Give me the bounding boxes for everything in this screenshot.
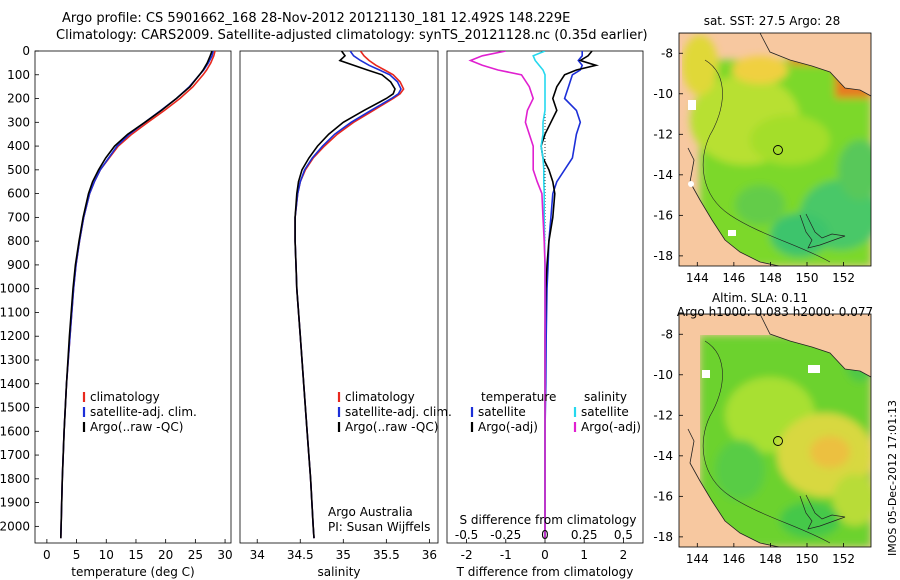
difference-legend-title-right: salinity xyxy=(584,390,627,404)
sst-map-ytick-label: -14 xyxy=(653,168,673,182)
difference-legend-t-label: Argo(-adj) xyxy=(478,420,538,434)
depth-tick-label: 1500 xyxy=(0,401,30,415)
difference-salinity-tick-label: 0.5 xyxy=(614,528,633,542)
difference-x-tick-label: 1 xyxy=(580,548,588,562)
salinity-x-tick-label: 35 xyxy=(336,548,351,562)
sla-map-ytick-label: -8 xyxy=(661,327,673,341)
temperature-x-tick-label: 5 xyxy=(73,548,81,562)
depth-tick-label: 200 xyxy=(7,92,30,106)
difference-series-0 xyxy=(544,51,584,539)
temperature-legend-label: satellite-adj. clim. xyxy=(90,405,197,419)
difference-xlabel: T difference from climatology xyxy=(456,565,634,579)
depth-tick-label: 400 xyxy=(7,139,30,153)
difference-legend-s-label: Argo(-adj) xyxy=(581,420,641,434)
salinity-x-tick-label: 35.5 xyxy=(373,548,400,562)
header-line-1: Argo profile: CS 5901662_168 28-Nov-2012… xyxy=(62,11,571,26)
depth-tick-label: 1800 xyxy=(0,472,30,486)
salinity-x-tick-label: 34.5 xyxy=(287,548,314,562)
depth-tick-label: 100 xyxy=(7,68,30,82)
sla-map-ytick-label: -14 xyxy=(653,449,673,463)
sst-map-ytick-label: -12 xyxy=(653,127,673,141)
sla-map-xtick-label: 150 xyxy=(796,552,819,566)
difference-x-tick-label: 0 xyxy=(541,548,549,562)
difference-salinity-tick-label: 0.25 xyxy=(571,528,598,542)
depth-tick-label: 2000 xyxy=(0,519,30,533)
depth-tick-label: 1300 xyxy=(0,353,30,367)
timestamp-stamp: IMOS 05-Dec-2012 17:01:13 xyxy=(886,400,899,556)
temperature-x-tick-label: 25 xyxy=(188,548,203,562)
depth-tick-label: 1000 xyxy=(0,282,30,296)
difference-series-3 xyxy=(468,51,546,539)
sst-map-xtick-label: 152 xyxy=(832,271,855,285)
depth-tick-label: 1200 xyxy=(0,329,30,343)
difference-salinity-tick-label: -0.5 xyxy=(455,528,478,542)
salinity-x-tick-label: 36 xyxy=(422,548,437,562)
sla-map-title: Altim. SLA: 0.11 xyxy=(712,291,808,305)
temperature-panel-frame xyxy=(34,50,232,544)
sst-map-title: sat. SST: 27.5 Argo: 28 xyxy=(704,14,841,28)
difference-salinity-tick-label: 0 xyxy=(541,528,549,542)
sst-map-xtick-label: 144 xyxy=(686,271,709,285)
difference-x-tick-label: -2 xyxy=(461,548,473,562)
depth-tick-label: 300 xyxy=(7,115,30,129)
difference-legend-t-label: satellite xyxy=(478,405,526,419)
difference-x-tick-label: 2 xyxy=(620,548,628,562)
sla-map-ytick-label: -18 xyxy=(653,530,673,544)
sla-map-ytick-label: -12 xyxy=(653,408,673,422)
sla-map-ytick-label: -10 xyxy=(653,368,673,382)
sst-map-xtick-label: 150 xyxy=(796,271,819,285)
temperature-x-tick-label: 15 xyxy=(128,548,143,562)
depth-tick-label: 1700 xyxy=(0,448,30,462)
temperature-x-tick-label: 30 xyxy=(217,548,232,562)
header-line-2: Climatology: CARS2009. Satellite-adjuste… xyxy=(56,28,648,43)
salinity-legend-label: Argo(..raw -QC) xyxy=(345,420,438,434)
sst-map-xtick-label: 148 xyxy=(759,271,782,285)
temperature-series-2 xyxy=(60,51,213,539)
depth-tick-label: 1100 xyxy=(0,305,30,319)
difference-legend-s-label: satellite xyxy=(581,405,629,419)
difference-legend-title-left: temperature xyxy=(481,390,556,404)
temperature-x-tick-label: 20 xyxy=(158,548,173,562)
temperature-x-tick-label: 0 xyxy=(43,548,51,562)
sla-map-subtitle: Argo h1000: 0.083 h2000: 0.077 xyxy=(677,305,873,319)
salinity-xlabel: salinity xyxy=(317,565,360,579)
depth-tick-label: 800 xyxy=(7,234,30,248)
depth-tick-label: 1400 xyxy=(0,377,30,391)
argo-australia-label: Argo Australia xyxy=(328,505,413,519)
salinity-series-2 xyxy=(294,51,396,539)
salinity-legend-label: satellite-adj. clim. xyxy=(345,405,452,419)
depth-tick-label: 1900 xyxy=(0,496,30,510)
temperature-legend-label: climatology xyxy=(90,390,160,404)
sla-map xyxy=(678,313,872,548)
depth-tick-label: 900 xyxy=(7,258,30,272)
depth-tick-label: 500 xyxy=(7,163,30,177)
difference-xlabel-salinity: S difference from climatology xyxy=(460,513,637,527)
sla-map-ytick-label: -16 xyxy=(653,489,673,503)
sla-map-xtick-label: 144 xyxy=(686,552,709,566)
sla-map-xtick-label: 152 xyxy=(832,552,855,566)
pi-label: PI: Susan Wijffels xyxy=(328,520,430,534)
difference-x-tick-label: -1 xyxy=(500,548,512,562)
temperature-xlabel: temperature (deg C) xyxy=(71,565,194,579)
sst-map-ytick-label: -10 xyxy=(653,87,673,101)
temperature-legend-label: Argo(..raw -QC) xyxy=(90,420,183,434)
salinity-panel-frame xyxy=(239,50,439,544)
sst-map-ytick-label: -16 xyxy=(653,208,673,222)
depth-tick-label: 0 xyxy=(22,44,30,58)
sst-map-ytick-label: -18 xyxy=(653,249,673,263)
depth-tick-label: 600 xyxy=(7,187,30,201)
temperature-x-tick-label: 10 xyxy=(99,548,114,562)
salinity-x-tick-label: 34 xyxy=(250,548,265,562)
sla-map-xtick-label: 148 xyxy=(759,552,782,566)
depth-tick-label: 700 xyxy=(7,210,30,224)
depth-tick-label: 1600 xyxy=(0,424,30,438)
difference-salinity-tick-label: -0.25 xyxy=(490,528,521,542)
sst-map-xtick-label: 146 xyxy=(722,271,745,285)
sla-map-xtick-label: 146 xyxy=(722,552,745,566)
sst-map-ytick-label: -8 xyxy=(661,46,673,60)
salinity-legend-label: climatology xyxy=(345,390,415,404)
sst-map xyxy=(678,32,872,267)
